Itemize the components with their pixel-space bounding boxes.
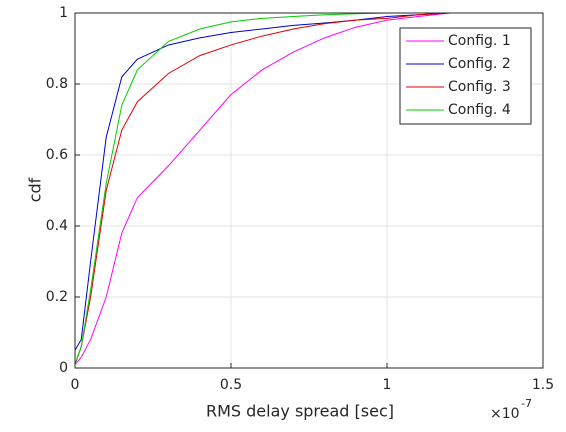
- line: [74, 12, 543, 351]
- y-tick-label: 0.6: [46, 147, 68, 163]
- legend-label: Config. 3: [448, 79, 511, 95]
- legend-label: Config. 4: [448, 102, 511, 118]
- x-tick-label: 0.5: [220, 377, 242, 393]
- y-tick-label: 1: [59, 5, 68, 21]
- x-axis-label: RMS delay spread [sec]: [206, 402, 394, 421]
- y-tick-label: 0.8: [46, 76, 68, 92]
- x-multiplier: ×10: [490, 406, 520, 422]
- legend-label: Config. 2: [448, 56, 511, 72]
- line: [74, 12, 543, 365]
- y-axis-label: cdf: [26, 177, 45, 202]
- x-tick-label: 1.5: [532, 377, 554, 393]
- legend-label: Config. 1: [448, 33, 511, 49]
- y-tick-label: 0.2: [46, 289, 68, 305]
- x-exponent: -7: [521, 397, 532, 410]
- x-tick-label: 1: [383, 377, 392, 393]
- line: [74, 12, 543, 365]
- y-tick-label: 0: [59, 360, 68, 376]
- x-tick-label: 0: [71, 377, 80, 393]
- legend-box: [399, 27, 532, 125]
- y-tick-label: 0.4: [46, 218, 68, 234]
- axes-box: [74, 12, 544, 369]
